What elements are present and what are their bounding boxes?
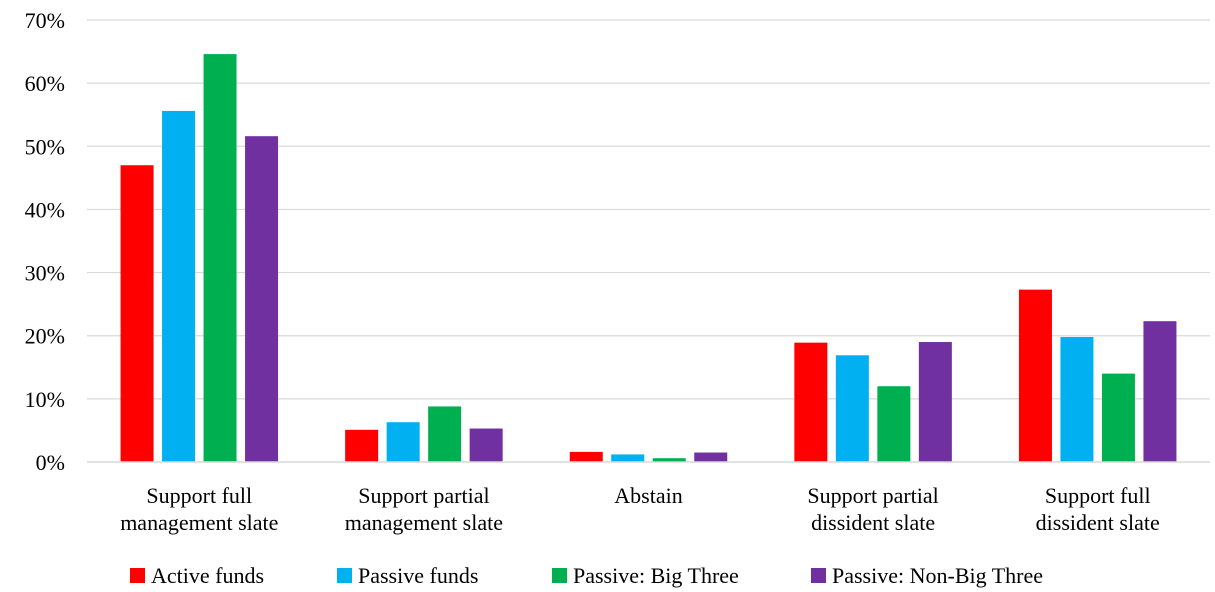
bar-passive-funds-2: [611, 454, 645, 462]
legend-swatch: [552, 568, 567, 583]
y-tick-label: 30%: [25, 261, 65, 286]
category-label-line: Support full: [1045, 483, 1151, 508]
bar-passive-big-three-1: [428, 406, 462, 462]
category-label-line: dissident slate: [811, 510, 935, 535]
bar-passive-non-big-three-3: [918, 342, 952, 462]
bar-passive-funds-1: [386, 422, 420, 462]
y-tick-label: 20%: [25, 324, 65, 349]
legend-label: Active funds: [151, 563, 264, 588]
y-tick-label: 10%: [25, 387, 65, 412]
y-tick-label: 50%: [25, 134, 65, 159]
y-tick-label: 70%: [25, 8, 65, 33]
bar-active-funds-2: [569, 451, 603, 462]
bar-passive-funds-3: [835, 355, 869, 462]
y-tick-label: 40%: [25, 197, 65, 222]
legend-label: Passive: Big Three: [573, 563, 739, 588]
bar-passive-non-big-three-1: [469, 428, 503, 462]
bar-passive-non-big-three-0: [245, 136, 279, 462]
bar-passive-non-big-three-2: [694, 452, 728, 462]
legend-swatch: [337, 568, 352, 583]
bar-passive-big-three-3: [877, 386, 911, 462]
legend-label: Passive funds: [358, 563, 478, 588]
bar-passive-non-big-three-4: [1143, 321, 1177, 462]
bar-passive-funds-0: [162, 110, 196, 462]
legend-swatch: [811, 568, 826, 583]
y-tick-label: 60%: [25, 71, 65, 96]
bar-passive-funds-4: [1060, 336, 1094, 462]
category-label-line: management slate: [345, 510, 503, 535]
y-tick-label: 0%: [36, 450, 65, 475]
legend: Active funds Passive funds Passive: Big Th…: [130, 563, 1043, 588]
bar-passive-big-three-2: [652, 458, 686, 462]
category-label-line: Support full: [146, 483, 252, 508]
category-label: Support full management slate: [120, 483, 278, 535]
bar-passive-big-three-0: [203, 54, 237, 463]
category-label-line: management slate: [120, 510, 278, 535]
bar-active-funds-4: [1018, 289, 1052, 462]
category-label: Support partial management slate: [345, 483, 503, 535]
bars: [120, 54, 1177, 463]
bar-active-funds-0: [120, 165, 154, 462]
legend-swatch: [130, 568, 145, 583]
category-label: Support partial dissident slate: [807, 483, 938, 535]
bar-active-funds-1: [345, 429, 379, 462]
category-label-line: Support partial: [358, 483, 489, 508]
bar-active-funds-3: [794, 342, 828, 462]
category-label-line: Support partial: [807, 483, 938, 508]
category-label: Abstain: [614, 483, 682, 508]
bar-passive-big-three-4: [1101, 373, 1135, 462]
category-label-line: Abstain: [614, 483, 682, 508]
category-label: Support full dissident slate: [1036, 483, 1160, 535]
category-label-line: dissident slate: [1036, 510, 1160, 535]
legend-label: Passive: Non-Big Three: [832, 563, 1043, 588]
y-axis-tick-labels: 0% 10% 20% 30% 40% 50% 60% 70%: [25, 8, 65, 475]
